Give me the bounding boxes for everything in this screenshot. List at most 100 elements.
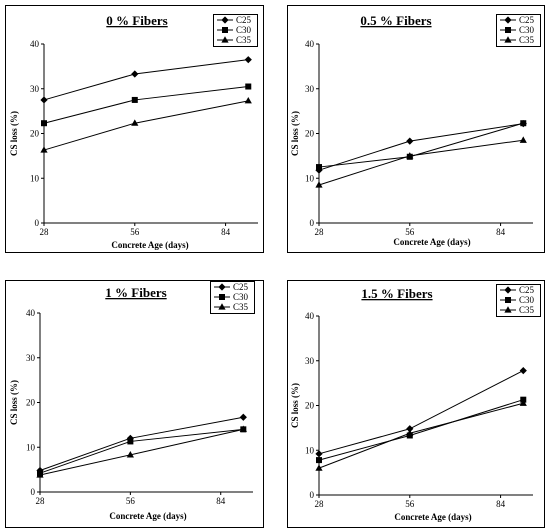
y-tick-label: 10 bbox=[26, 442, 36, 452]
chart-panel-4: 0 10 20 30 40 28 56 84 1.5 % Fibers Concrete Age … bbox=[287, 280, 545, 528]
data-point bbox=[244, 97, 252, 104]
data-point bbox=[519, 399, 527, 406]
series-C25 bbox=[40, 56, 252, 104]
data-point bbox=[36, 471, 44, 478]
legend-label: C35 bbox=[519, 35, 535, 45]
data-point bbox=[245, 83, 252, 90]
legend-marker bbox=[504, 16, 512, 24]
x-tick-label: 56 bbox=[126, 496, 136, 506]
legend-label: C30 bbox=[519, 295, 535, 305]
data-point bbox=[315, 450, 323, 458]
y-tick-label: 20 bbox=[26, 398, 36, 408]
data-point bbox=[316, 164, 322, 171]
legend-marker bbox=[505, 297, 511, 303]
legend-label: C25 bbox=[233, 282, 249, 292]
y-tick-label: 0 bbox=[31, 487, 36, 497]
legend-marker bbox=[504, 286, 512, 294]
legend-marker bbox=[219, 294, 225, 300]
legend-label: C25 bbox=[519, 285, 535, 295]
x-axis-label: Concrete Age (days) bbox=[393, 237, 470, 247]
legend-marker bbox=[504, 36, 512, 43]
y-tick-label: 0 bbox=[310, 218, 315, 228]
chart-panel-2: 0 10 20 30 40 28 56 84 0.5 % Fibers Concrete Age … bbox=[287, 5, 545, 253]
chart-title: 0.5 % Fibers bbox=[360, 13, 431, 28]
legend-label: C35 bbox=[236, 35, 252, 45]
series-C35 bbox=[36, 425, 247, 478]
x-axis-label: Concrete Age (days) bbox=[111, 240, 188, 250]
chart-title: 1 % Fibers bbox=[105, 285, 166, 300]
y-tick-label: 40 bbox=[30, 39, 40, 49]
y-tick-label: 20 bbox=[305, 401, 315, 411]
legend-marker bbox=[504, 306, 512, 313]
data-point bbox=[519, 136, 527, 143]
legend-label: C35 bbox=[519, 305, 535, 315]
y-tick-label: 0 bbox=[310, 490, 315, 500]
y-axis-label: CS loss (%) bbox=[290, 111, 300, 156]
data-point bbox=[126, 451, 134, 458]
data-point bbox=[315, 464, 323, 471]
data-point bbox=[519, 366, 527, 375]
y-tick-label: 20 bbox=[30, 129, 40, 139]
x-tick-label: 28 bbox=[40, 227, 50, 237]
chart-panel-1: 0 10 20 30 40 28 56 84 0 % Fibers Concrete Age (d… bbox=[5, 5, 264, 253]
series-C35 bbox=[315, 136, 527, 188]
y-tick-label: 10 bbox=[30, 173, 40, 183]
data-point bbox=[316, 457, 322, 464]
data-point bbox=[406, 137, 414, 145]
data-point bbox=[126, 434, 134, 442]
series-C35 bbox=[40, 97, 252, 153]
data-point bbox=[41, 120, 47, 127]
x-axis-label: Concrete Age (days) bbox=[394, 512, 471, 522]
y-axis-label: CS loss (%) bbox=[290, 383, 300, 428]
data-point bbox=[520, 120, 527, 127]
legend-marker bbox=[218, 303, 226, 310]
x-tick-label: 56 bbox=[405, 227, 415, 237]
y-tick-label: 20 bbox=[305, 129, 315, 139]
x-axis-label: Concrete Age (days) bbox=[109, 511, 186, 521]
x-tick-label: 84 bbox=[496, 499, 506, 509]
y-tick-label: 10 bbox=[305, 445, 315, 455]
data-point bbox=[40, 96, 48, 104]
y-tick-label: 30 bbox=[30, 84, 40, 94]
panel-frame bbox=[5, 280, 264, 528]
legend-label: C30 bbox=[233, 292, 249, 302]
y-axis-label: CS loss (%) bbox=[9, 111, 19, 156]
data-point bbox=[131, 119, 139, 126]
data-point bbox=[406, 429, 414, 436]
legend-marker bbox=[221, 16, 229, 24]
data-point bbox=[131, 70, 139, 78]
x-tick-label: 56 bbox=[130, 227, 140, 237]
y-tick-label: 30 bbox=[26, 353, 36, 363]
data-point bbox=[406, 152, 414, 159]
legend-marker bbox=[222, 27, 228, 33]
chart-panel-3: 0 10 20 30 40 28 56 84 1 % Fibers Concrete Age (d… bbox=[5, 280, 264, 528]
chart-title: 1.5 % Fibers bbox=[361, 286, 432, 301]
data-point bbox=[40, 146, 48, 153]
y-axis-label: CS loss (%) bbox=[9, 380, 19, 425]
data-point bbox=[131, 96, 138, 103]
legend-label: C30 bbox=[519, 25, 535, 35]
legend-label: C25 bbox=[519, 15, 535, 25]
legend-label: C30 bbox=[236, 25, 252, 35]
data-point bbox=[239, 413, 247, 421]
y-tick-label: 40 bbox=[305, 311, 315, 321]
legend-label: C35 bbox=[233, 302, 249, 312]
y-tick-label: 40 bbox=[26, 308, 36, 318]
series-C25 bbox=[315, 366, 527, 458]
x-tick-label: 84 bbox=[216, 496, 226, 506]
y-tick-label: 30 bbox=[305, 84, 315, 94]
legend-marker bbox=[505, 27, 511, 33]
legend-marker bbox=[221, 36, 229, 43]
x-tick-label: 28 bbox=[315, 227, 325, 237]
chart-title: 0 % Fibers bbox=[106, 13, 167, 28]
y-tick-label: 0 bbox=[35, 218, 40, 228]
data-point bbox=[239, 425, 247, 432]
y-tick-label: 30 bbox=[305, 356, 315, 366]
x-tick-label: 28 bbox=[36, 496, 46, 506]
legend-marker bbox=[218, 283, 226, 291]
